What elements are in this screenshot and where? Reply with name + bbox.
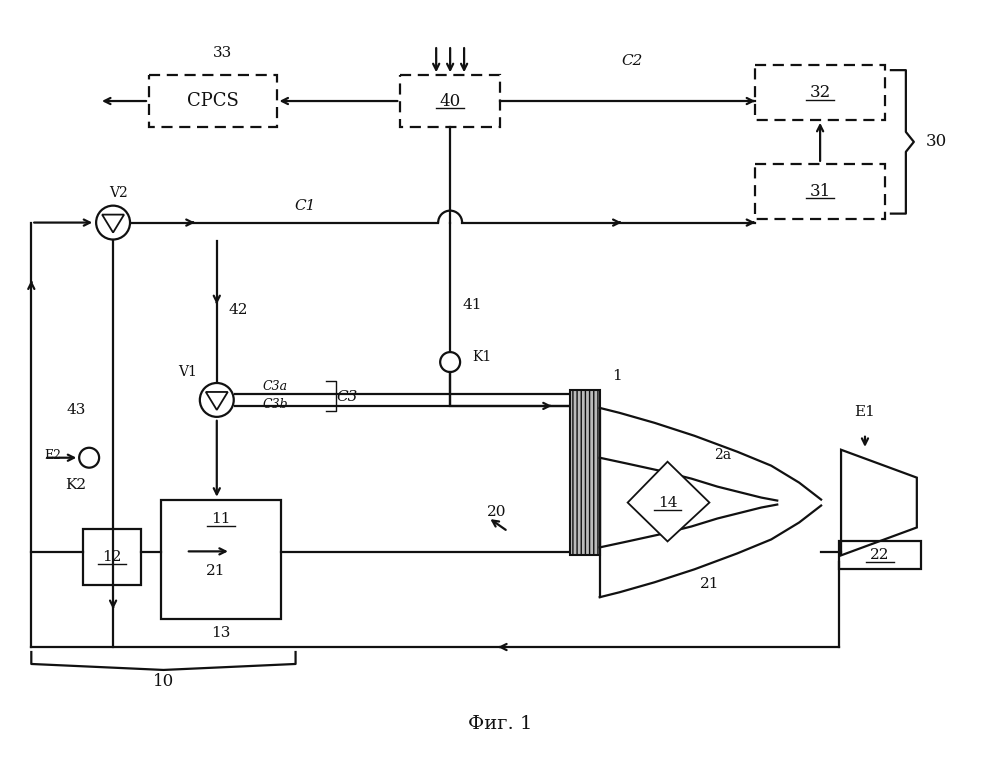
Bar [755, 66, 885, 120]
Bar [161, 500, 281, 620]
Text: C3a: C3a [263, 380, 288, 393]
Text: Фиг. 1: Фиг. 1 [468, 715, 532, 733]
Text: 40: 40 [440, 92, 461, 110]
Circle shape [440, 352, 460, 372]
Text: C2: C2 [621, 54, 642, 68]
Bar [839, 542, 921, 569]
Text: C3: C3 [336, 390, 358, 404]
Circle shape [79, 448, 99, 468]
Text: C3b: C3b [263, 399, 288, 411]
Text: 22: 22 [870, 549, 890, 562]
Text: 20: 20 [487, 504, 507, 518]
Text: E1: E1 [855, 405, 875, 419]
Text: V2: V2 [109, 186, 127, 200]
Circle shape [200, 383, 234, 417]
Bar [570, 390, 600, 555]
Text: 32: 32 [809, 84, 831, 101]
Text: 10: 10 [153, 674, 174, 690]
Bar [400, 75, 500, 127]
Text: K1: K1 [472, 350, 491, 364]
Text: 2a: 2a [714, 448, 732, 462]
Text: 31: 31 [809, 183, 831, 200]
Text: C1: C1 [295, 199, 316, 213]
Bar [149, 75, 277, 127]
Text: 33: 33 [213, 46, 232, 60]
Bar [755, 164, 885, 219]
Polygon shape [628, 462, 709, 542]
Text: V1: V1 [178, 365, 197, 379]
Circle shape [96, 206, 130, 239]
Text: CPCS: CPCS [187, 92, 239, 110]
Text: 21: 21 [206, 565, 226, 578]
Text: 14: 14 [658, 495, 677, 510]
Text: 12: 12 [102, 550, 122, 565]
Text: 41: 41 [462, 298, 482, 312]
Bar [83, 530, 141, 585]
Text: E2: E2 [44, 450, 61, 463]
Text: 13: 13 [211, 626, 230, 640]
Text: 21: 21 [700, 578, 719, 591]
Text: 11: 11 [211, 513, 231, 527]
Text: 42: 42 [229, 303, 248, 317]
Text: 1: 1 [612, 369, 621, 383]
Text: 30: 30 [926, 133, 947, 150]
Text: K2: K2 [66, 478, 87, 491]
Text: 43: 43 [66, 403, 86, 417]
